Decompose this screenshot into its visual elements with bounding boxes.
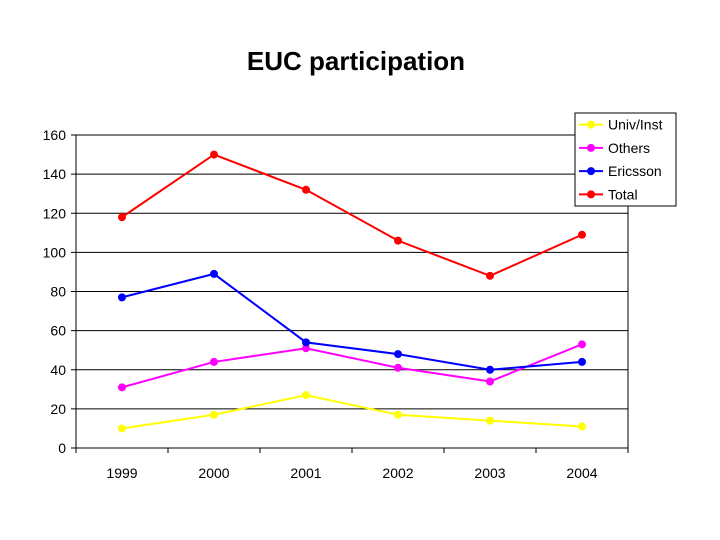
x-tick-label-1999: 1999 xyxy=(106,465,137,481)
y-tick-label-100: 100 xyxy=(43,244,67,260)
chart-title: EUC participation xyxy=(246,46,466,76)
data-point-3-4 xyxy=(486,271,494,280)
legend-label-2: Ericsson xyxy=(608,163,662,179)
series-lines xyxy=(118,150,586,433)
x-tick-label-2004: 2004 xyxy=(566,465,597,481)
data-point-0-5 xyxy=(578,422,586,431)
data-point-3-3 xyxy=(394,236,402,245)
data-point-1-1 xyxy=(210,357,218,366)
y-tick-label-80: 80 xyxy=(50,284,66,300)
y-tick-label-60: 60 xyxy=(50,323,66,339)
legend-label-1: Others xyxy=(608,140,650,156)
y-tick-label-40: 40 xyxy=(50,362,66,378)
legend-marker-3 xyxy=(587,190,595,199)
series-line-1 xyxy=(121,343,583,389)
axes: 0 20 40 60 80 100 120 140 160 1999 2000 2001 2002 200… xyxy=(43,127,629,481)
legend-marker-0 xyxy=(587,120,595,129)
series-others xyxy=(118,340,586,392)
y-tick-label-140: 140 xyxy=(43,166,67,182)
data-point-3-0 xyxy=(118,213,126,222)
data-point-0-1 xyxy=(210,410,218,419)
series-line-2 xyxy=(121,272,583,371)
x-tick-label-2002: 2002 xyxy=(382,465,413,481)
series-univ-inst xyxy=(118,391,586,433)
legend: Univ/Inst Others Ericsson Total xyxy=(574,112,677,207)
data-point-0-0 xyxy=(118,424,126,433)
data-point-1-0 xyxy=(118,383,126,392)
data-point-3-5 xyxy=(578,230,586,239)
data-point-2-0 xyxy=(118,293,126,302)
y-tick-label-20: 20 xyxy=(50,401,66,417)
y-tick-label-160: 160 xyxy=(43,127,67,143)
x-tick-label-2000: 2000 xyxy=(198,465,229,481)
series-total xyxy=(118,150,586,280)
x-tick-label-2001: 2001 xyxy=(290,465,321,481)
x-tick-label-2003: 2003 xyxy=(474,465,505,481)
data-point-1-3 xyxy=(394,363,402,372)
data-point-1-2 xyxy=(302,344,310,353)
data-point-1-5 xyxy=(578,340,586,349)
legend-marker-2 xyxy=(587,167,595,176)
gridlines xyxy=(76,134,628,410)
data-point-1-4 xyxy=(486,377,494,386)
legend-marker-1 xyxy=(587,143,595,152)
data-point-3-2 xyxy=(302,185,310,194)
legend-label-0: Univ/Inst xyxy=(608,117,663,133)
data-point-2-4 xyxy=(486,365,494,374)
series-ericsson xyxy=(118,269,586,374)
data-point-2-5 xyxy=(578,357,586,366)
data-point-2-1 xyxy=(210,269,218,278)
data-point-0-2 xyxy=(302,391,310,400)
data-point-3-1 xyxy=(210,150,218,159)
legend-label-3: Total xyxy=(608,186,638,202)
series-line-3 xyxy=(121,153,583,277)
y-tick-label-0: 0 xyxy=(58,440,66,456)
series-line-0 xyxy=(121,394,583,430)
data-point-2-3 xyxy=(394,350,402,359)
data-point-0-3 xyxy=(394,410,402,419)
data-point-2-2 xyxy=(302,338,310,347)
y-tick-label-120: 120 xyxy=(43,205,67,221)
data-point-0-4 xyxy=(486,416,494,425)
